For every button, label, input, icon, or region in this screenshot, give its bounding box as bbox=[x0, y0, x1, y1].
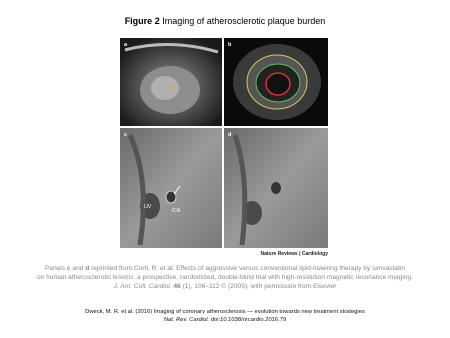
citation-text: Dweck, M. R. et al. (2016) Imaging of co… bbox=[85, 309, 365, 315]
panel-d-image bbox=[224, 128, 328, 248]
caption-text: c bbox=[66, 265, 71, 272]
panel-label: b bbox=[228, 42, 232, 48]
citation-line: Dweck, M. R. et al. (2016) Imaging of co… bbox=[0, 309, 450, 315]
panel-a-image bbox=[120, 38, 222, 126]
citation-text: doi:10.1038/nrcardio.2016.79 bbox=[209, 317, 287, 323]
caption-text: (1), 106–112 © (2005), with permission f… bbox=[180, 283, 337, 290]
figure-number: Figure 2 bbox=[124, 16, 160, 26]
image-label: IJV bbox=[144, 204, 152, 210]
caption-text: 46 bbox=[173, 283, 181, 290]
caption-text: on human atherosclerotic lesions: a pros… bbox=[36, 274, 414, 281]
caption-text: reprinted from Corti, R. bbox=[89, 265, 160, 272]
panel-c-image bbox=[120, 128, 222, 248]
caption-text: et al. bbox=[160, 265, 175, 272]
caption-text: J. Am. Coll. Cardiol. bbox=[113, 283, 172, 290]
figure-credit: Nature Reviews | Cardiology bbox=[260, 251, 328, 257]
panel-label: d bbox=[228, 132, 231, 138]
figure-heading: Imaging of atherosclerotic plaque burden bbox=[159, 16, 326, 26]
caption-text: d bbox=[85, 265, 90, 272]
image-label: ICA bbox=[172, 208, 181, 214]
caption-line: Panels c and d reprinted from Corti, R. … bbox=[0, 265, 450, 272]
caption-line: on human atherosclerotic lesions: a pros… bbox=[0, 274, 450, 281]
caption-text: and bbox=[70, 265, 86, 272]
caption-text: Panels bbox=[44, 265, 67, 272]
citation-text: Nat. Rev. Cardiol. bbox=[163, 317, 210, 323]
citation-line: Nat. Rev. Cardiol. doi:10.1038/nrcardio.… bbox=[0, 317, 450, 323]
figure-title: Figure 2 Imaging of atherosclerotic plaq… bbox=[0, 16, 450, 26]
panel-label: c bbox=[124, 132, 127, 138]
panel-b-image bbox=[224, 38, 328, 126]
caption-text: Effects of aggressive versus conventiona… bbox=[174, 265, 406, 272]
caption-line: J. Am. Coll. Cardiol. 46 (1), 106–112 © … bbox=[0, 283, 450, 290]
panel-label: a bbox=[124, 42, 128, 48]
